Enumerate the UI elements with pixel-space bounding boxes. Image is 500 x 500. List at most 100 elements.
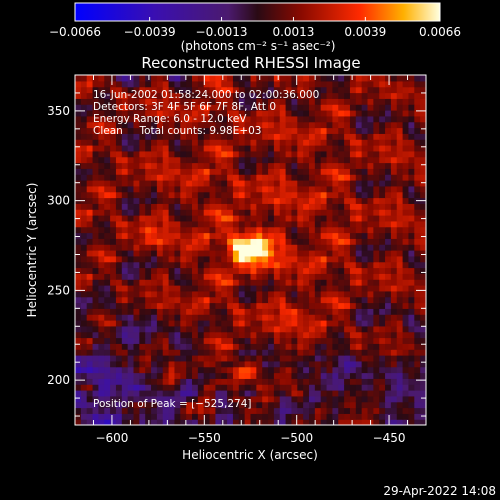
heatmap-cell (250, 413, 257, 420)
heatmap-cell (367, 250, 374, 257)
heatmap-cell (390, 320, 398, 327)
heatmap-cell (332, 209, 339, 216)
heatmap-cell (385, 290, 392, 298)
heatmap-cell (86, 407, 94, 414)
heatmap-cell (268, 150, 275, 158)
heatmap-cell (379, 349, 386, 356)
heatmap-cell (145, 255, 152, 263)
heatmap-cell (361, 360, 369, 368)
heatmap-cell (420, 127, 426, 134)
heatmap-cell (367, 209, 374, 216)
heatmap-cell (285, 180, 293, 187)
heatmap-cell (256, 127, 263, 134)
heatmap-cell (80, 331, 88, 339)
heatmap-cell (238, 343, 246, 350)
heatmap-cell (139, 384, 146, 391)
heatmap-cell (168, 168, 176, 175)
heatmap-cell (121, 197, 129, 204)
heatmap-cell (349, 279, 357, 286)
heatmap-cell (180, 191, 187, 199)
colorbar-ticks: −0.0066 −0.0039 −0.0013 0.0013 0.0039 0.0066 (49, 17, 461, 39)
heatmap-cell (92, 185, 99, 193)
heatmap-cell (174, 156, 181, 164)
heatmap-cell (80, 80, 88, 88)
heatmap-cell (349, 413, 357, 420)
heatmap-cell (86, 261, 94, 269)
heatmap-cell (162, 98, 170, 105)
heatmap-cell (396, 308, 404, 315)
heatmap-cell (127, 98, 135, 105)
heatmap-cell (279, 145, 287, 152)
heatmap-cell (361, 209, 369, 216)
heatmap-cell (285, 197, 293, 204)
heatmap-cell (390, 92, 398, 99)
heatmap-cell (168, 273, 176, 280)
heatmap-cell (203, 302, 211, 309)
heatmap-cell (133, 244, 140, 251)
heatmap-cell (121, 314, 129, 321)
heatmap-cell (332, 203, 339, 210)
heatmap-cell (227, 168, 234, 175)
heatmap-cell (268, 86, 275, 94)
heatmap-cell (262, 366, 269, 374)
heatmap-cell (151, 174, 158, 181)
heatmap-cell (203, 279, 211, 286)
heatmap-cell (104, 407, 111, 414)
heatmap-cell (408, 145, 415, 152)
heatmap-cell (262, 127, 269, 134)
heatmap-cell (162, 337, 170, 344)
heatmap-cell (250, 302, 257, 309)
heatmap-cell (385, 331, 392, 339)
heatmap-cell (291, 156, 298, 164)
heatmap-cell (180, 401, 187, 409)
heatmap-cell (203, 343, 211, 350)
heatmap-cell (86, 250, 94, 257)
heatmap-cell (349, 174, 357, 181)
heatmap-cell (209, 110, 216, 117)
heatmap-cell (127, 390, 135, 397)
heatmap-cell (180, 267, 187, 274)
heatmap-cell (174, 273, 181, 280)
heatmap-cell (256, 372, 263, 379)
heatmap-cell (168, 320, 176, 327)
heatmap-cell (320, 209, 328, 216)
heatmap-cell (80, 220, 88, 228)
heatmap-cell (232, 273, 240, 280)
heatmap-cell (145, 343, 152, 350)
heatmap-cell (285, 150, 293, 158)
heatmap-cell (92, 250, 99, 257)
heatmap-cell (232, 215, 240, 222)
heatmap-cell (408, 203, 415, 210)
heatmap-cell (192, 395, 199, 403)
heatmap-cell (291, 220, 298, 228)
heatmap-cell (168, 133, 176, 140)
heatmap-cell (379, 290, 386, 298)
heatmap-cell (285, 261, 293, 269)
heatmap-cell (285, 115, 293, 123)
heatmap-cell (80, 162, 88, 169)
heatmap-cell (390, 250, 398, 257)
heatmap-cell (221, 110, 228, 117)
heatmap-cell (303, 337, 310, 344)
heatmap-cell (344, 127, 351, 134)
heatmap-cell (80, 419, 88, 425)
heatmap-cell (256, 261, 263, 269)
heatmap-cell (332, 180, 339, 187)
heatmap-cell (361, 203, 369, 210)
heatmap-cell (314, 384, 322, 391)
heatmap-cell (197, 133, 205, 140)
heatmap-cell (221, 255, 228, 263)
heatmap-cell (238, 366, 246, 374)
heatmap-cell (162, 279, 170, 286)
heatmap-cell (127, 395, 135, 403)
heatmap-cell (344, 80, 351, 88)
heatmap-cell (285, 308, 293, 315)
heatmap-cell (420, 290, 426, 298)
heatmap-cell (98, 80, 105, 88)
heatmap-cell (121, 110, 129, 117)
heatmap-cell (355, 220, 363, 228)
heatmap-cell (344, 267, 351, 274)
heatmap-cell (139, 395, 146, 403)
heatmap-cell (174, 174, 181, 181)
heatmap-cell (349, 261, 357, 269)
